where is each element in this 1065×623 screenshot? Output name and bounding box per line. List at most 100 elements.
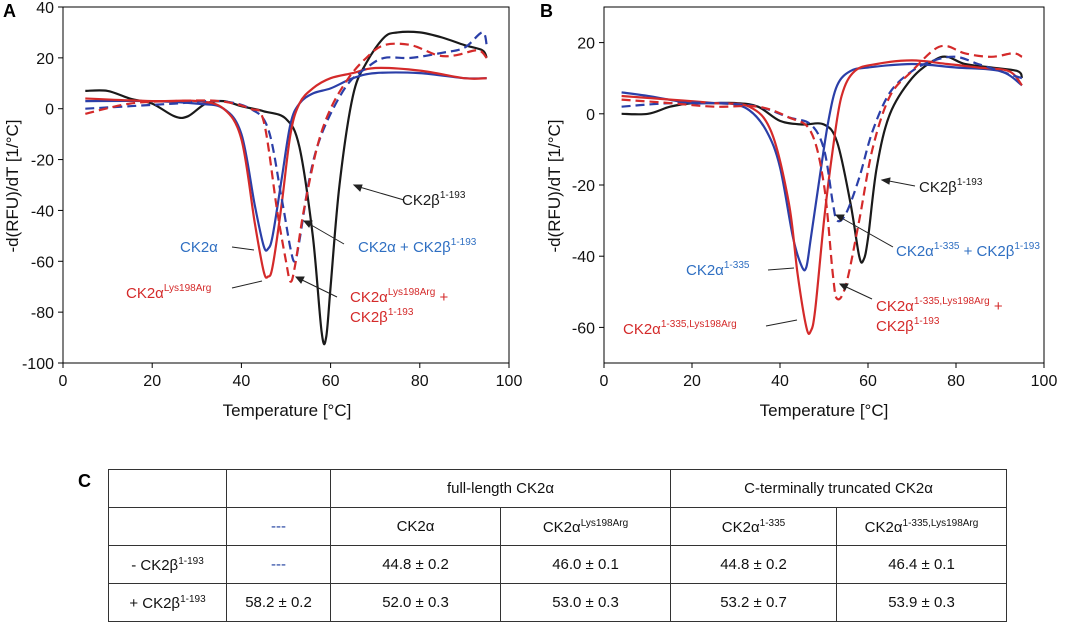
label-a-lys-beta-1: CK2αLys198Arg + [350, 287, 448, 306]
arrow-a-beta [355, 185, 405, 201]
label-a-beta: CK2β1-193 [402, 190, 466, 209]
arrow-b-tlys-beta [841, 284, 873, 300]
label-a-wt-beta-base: CK2α + CK2β [358, 239, 451, 256]
panel-b-arrows [765, 177, 916, 327]
arrow-b-beta-head [880, 177, 891, 185]
label-a-lys-sup: Lys198Arg [164, 283, 211, 294]
label-b-trunc: CK2α1-335 [686, 260, 750, 279]
label-b-trunc-base: CK2α [686, 262, 724, 279]
table-cell: 53.9 ± 0.3 [836, 583, 1007, 622]
label-b-tlys-beta-2: CK2β1-193 [876, 316, 940, 335]
table-cell: 46.0 ± 0.1 [500, 545, 671, 584]
label-b-trunc-sup: 1-335 [724, 260, 750, 271]
label-b-tlys-beta-2-base: CK2β [876, 318, 914, 335]
row-header-minus-sup: 1-193 [178, 555, 204, 567]
y-tick-label: -40 [572, 249, 595, 266]
label-a-lys: CK2αLys198Arg [126, 283, 211, 302]
series-line-b-4 [621, 44, 1023, 301]
column-header-tlys: CK2α1-335,Lys198Arg [836, 507, 1007, 546]
column-header-wt-base: CK2α [396, 518, 435, 535]
panel-a-ylabel: -d(RFU)/dT [1/°C] [3, 119, 22, 252]
label-b-beta: CK2β1-193 [919, 177, 983, 196]
label-a-beta-sup: 1-193 [440, 190, 466, 201]
label-a-beta-base: CK2β [402, 192, 440, 209]
label-b-beta-sup: 1-193 [957, 177, 983, 188]
row-header-plus-beta: + CK2β1-193 [108, 583, 227, 622]
label-a-lys-beta-base: CK2α [350, 289, 388, 306]
row-header-minus-beta: - CK2β1-193 [108, 545, 227, 584]
table-row-group-header: full-length CK2α C-terminally truncated … [108, 469, 1007, 508]
y-tick-label: 0 [586, 107, 595, 124]
panel-a-ticks: 0 20 40 60 80 100 40 20 0 -20 -40 -60 -80 -100 [22, 0, 522, 390]
label-a-lys-beta-2-base: CK2β [350, 309, 388, 326]
label-a-lys-beta-sup: Lys198Arg [388, 287, 435, 298]
label-b-tlys-beta-base: CK2α [876, 298, 914, 315]
label-b-tlys: CK2α1-335,Lys198Arg [623, 319, 737, 338]
panel-b-letter: B [540, 1, 553, 21]
label-a-lys-beta-tail: + [435, 289, 448, 306]
y-tick-label: 20 [577, 36, 595, 53]
x-tick-label: 0 [59, 373, 68, 390]
panel-a-series [85, 30, 488, 346]
table-cell: 53.0 ± 0.3 [500, 583, 671, 622]
x-tick-label: 100 [1031, 373, 1058, 390]
label-a-wt: CK2α [180, 239, 218, 256]
column-header-lys: CK2αLys198Arg [500, 507, 671, 546]
label-b-trunc-beta-sup: 1-335 [934, 241, 960, 252]
table-cell: 52.0 ± 0.3 [330, 583, 501, 622]
group-header-full-length: full-length CK2α [330, 469, 671, 508]
y-tick-label: 20 [36, 51, 54, 68]
y-tick-label: 40 [36, 0, 54, 17]
y-tick-label: 0 [45, 102, 54, 119]
series-line-a-4 [85, 42, 488, 283]
series-line-a-2 [85, 66, 487, 279]
label-a-lys-base: CK2α [126, 285, 164, 302]
x-tick-label: 20 [683, 373, 701, 390]
panel-a-xlabel: Temperature [°C] [223, 401, 352, 420]
panel-a-letter: A [3, 1, 16, 21]
y-tick-label: -60 [31, 254, 54, 271]
y-tick-label: -60 [572, 320, 595, 337]
panel-c-letter: C [78, 471, 91, 491]
y-tick-label: -40 [31, 203, 54, 220]
table-cell-dash: --- [226, 545, 331, 584]
x-tick-label: 40 [233, 373, 251, 390]
series-line-a-0 [85, 30, 488, 346]
table-cell-beta-value: 58.2 ± 0.2 [226, 583, 331, 622]
arrow-a-lys [231, 280, 263, 289]
label-a-wt-beta: CK2α + CK2β1-193 [358, 237, 477, 256]
arrow-a-beta-head [352, 184, 363, 192]
column-header-beta-dash: --- [226, 507, 331, 546]
x-tick-label: 60 [859, 373, 877, 390]
row-header-minus-base: - CK2β [131, 556, 179, 574]
y-tick-label: -80 [31, 305, 54, 322]
series-line-b-2 [621, 59, 1023, 335]
arrow-b-tlys-beta-head [838, 283, 849, 291]
arrow-a-wt-beta-head [302, 220, 313, 228]
series-line-b-3 [621, 55, 1023, 223]
arrow-b-trunc-beta [837, 215, 894, 248]
table-cell-empty [108, 469, 227, 508]
table-cell: 44.8 ± 0.2 [670, 545, 837, 584]
column-header-wt: CK2α [330, 507, 501, 546]
arrow-a-wt [231, 246, 255, 251]
table-cell-empty [108, 507, 227, 546]
column-header-trunc: CK2α1-335 [670, 507, 837, 546]
x-tick-label: 0 [600, 373, 609, 390]
label-b-tlys-beta-tail: + [990, 298, 1003, 315]
label-b-tlys-base: CK2α [623, 321, 661, 338]
row-header-plus-base: + CK2β [129, 594, 181, 612]
x-tick-label: 100 [496, 373, 523, 390]
x-tick-label: 40 [771, 373, 789, 390]
panel-a-frame [62, 6, 510, 364]
arrow-b-trunc-beta-head [834, 214, 845, 222]
label-a-lys-beta-2-sup: 1-193 [388, 307, 414, 318]
column-header-tlys-base: CK2α [864, 518, 903, 536]
label-a-wt-beta-sup: 1-193 [451, 237, 477, 248]
table-cell: 53.2 ± 0.7 [670, 583, 837, 622]
arrow-a-lys-beta [297, 277, 338, 298]
label-b-trunc-beta-sup2: 1-193 [1014, 241, 1040, 252]
group-header-truncated: C-terminally truncated CK2α [670, 469, 1007, 508]
x-tick-label: 80 [411, 373, 429, 390]
